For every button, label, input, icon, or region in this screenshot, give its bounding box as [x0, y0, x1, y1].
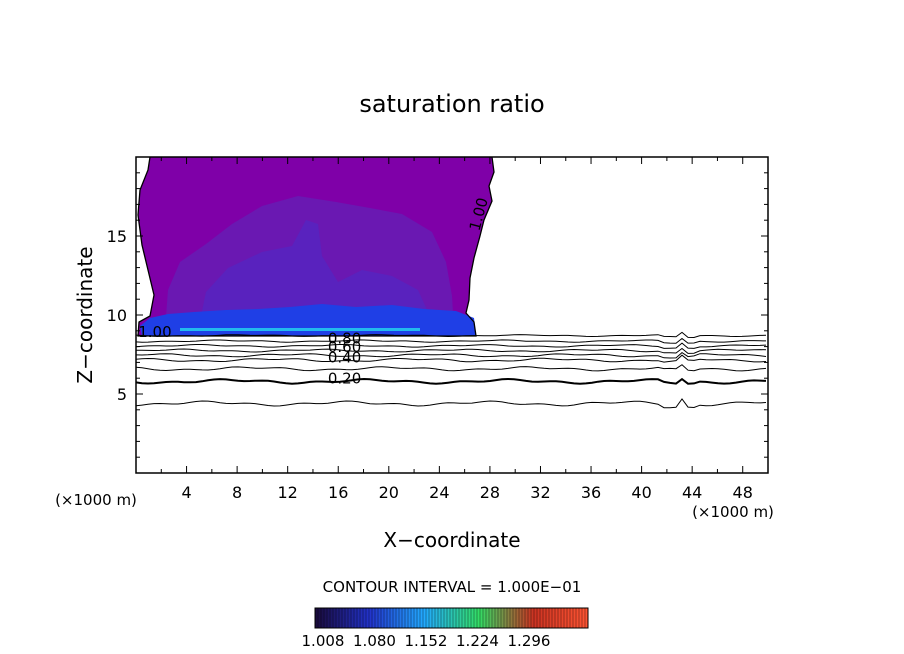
x-unit-right: (×1000 m) [692, 503, 774, 521]
x-tick-label: 20 [379, 483, 399, 502]
contour-line-1.00 [137, 157, 495, 337]
contour-label: 0.40 [328, 348, 361, 366]
y-tick-label: 15 [107, 227, 127, 246]
colorbar-tick-label: 1.152 [405, 632, 448, 650]
x-tick-label: 48 [733, 483, 753, 502]
y-tick-label: 10 [107, 306, 127, 325]
contour-line-0.3 [136, 364, 767, 372]
x-tick-label: 28 [480, 483, 500, 502]
contour-label: 0.20 [328, 370, 361, 388]
base-highlight [180, 328, 420, 331]
contour-interval: CONTOUR INTERVAL = 1.000E−01 [323, 578, 582, 596]
x-tick-label: 36 [581, 483, 601, 502]
x-tick-label: 4 [181, 483, 191, 502]
contour-line-0.5 [136, 351, 767, 359]
colorbar-tick-label: 1.080 [353, 632, 396, 650]
x-tick-label: 24 [429, 483, 449, 502]
x-unit-left: (×1000 m) [55, 491, 137, 509]
contour-line-0.4 [136, 354, 767, 363]
y-tick-label: 5 [117, 385, 127, 404]
colorbar-tick-label: 1.008 [302, 632, 345, 650]
x-tick-label: 12 [278, 483, 298, 502]
y-axis-label: Z−coordinate [73, 246, 97, 383]
contour-line-0.2 [136, 377, 767, 385]
x-tick-label: 16 [328, 483, 348, 502]
x-tick-label: 8 [232, 483, 242, 502]
x-axis-label: X−coordinate [383, 528, 520, 552]
contour-line-0.6 [136, 347, 767, 354]
contour-lines [136, 157, 767, 409]
x-tick-label: 40 [631, 483, 651, 502]
colorbar [314, 607, 589, 629]
plot-area [138, 157, 494, 336]
y-axis: 5 10 15 [107, 172, 768, 458]
core-region [198, 220, 430, 330]
contour-labels: 1.001.00 0.800.600.400.20 [138, 196, 492, 388]
x-axis: 4 8 12 16 20 24 28 32 36 40 44 48 [160, 157, 753, 502]
contour-line-0.8 [136, 337, 767, 344]
chart-title: saturation ratio [359, 90, 544, 118]
contour-line-0.7 [136, 342, 767, 349]
contour-label: 1.00 [138, 323, 171, 341]
contour-label: 0.60 [328, 338, 361, 356]
contour-label: 0.80 [328, 329, 361, 347]
contour-line-0.1 [136, 398, 767, 409]
x-tick-label: 32 [530, 483, 550, 502]
colorbar-labels: 1.008 1.080 1.152 1.224 1.296 [302, 632, 551, 650]
x-tick-label: 44 [682, 483, 702, 502]
colorbar-tick-label: 1.224 [456, 632, 499, 650]
colorbar-tick-label: 1.296 [508, 632, 551, 650]
contour-line-0.9 [136, 331, 767, 339]
colorbar-ramp [314, 607, 589, 629]
